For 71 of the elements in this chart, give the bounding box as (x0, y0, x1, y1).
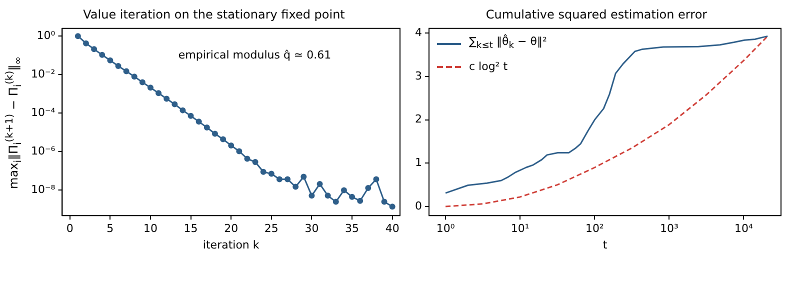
point (123, 68, 130, 74)
point (357, 198, 364, 204)
point (349, 194, 356, 200)
point (373, 176, 380, 182)
legend-label: ∑$_{k≤t}$ ‖θ̂$_{k}$ − θ‖² (468, 34, 547, 54)
x-tick-label: 25 (264, 222, 278, 236)
point (172, 101, 178, 108)
x-tick-label: 10⁰ (436, 222, 456, 236)
point (99, 52, 106, 58)
y-tick-label: 10⁻⁶ (30, 144, 56, 158)
point (180, 107, 186, 114)
annotation: empirical modulus q̂ ≃ 0.61 (178, 48, 332, 62)
point (228, 142, 234, 148)
point (115, 62, 122, 69)
point (292, 184, 299, 190)
y-tick-label: 10⁰ (36, 28, 56, 42)
chart-title: Cumulative squared estimation error (486, 7, 708, 22)
point (252, 159, 258, 166)
x-tick-label: 15 (184, 222, 198, 236)
point (268, 170, 274, 177)
y-tick-label: 4 (415, 26, 422, 40)
x-tick-label: 10³ (660, 222, 678, 236)
y-tick-label: 10⁻⁴ (30, 106, 56, 119)
point (365, 185, 372, 191)
x-tick-label: 0 (66, 222, 74, 236)
point (91, 46, 98, 52)
point (316, 180, 323, 187)
point (389, 204, 396, 210)
chart-title: Value iteration on the stationary fixed point (83, 7, 346, 22)
point (300, 174, 307, 180)
point (131, 74, 138, 80)
x-tick-label: 5 (106, 222, 114, 236)
point (204, 124, 210, 130)
y-tick-label: 2 (415, 112, 422, 126)
x-tick-label: 10 (143, 222, 158, 236)
point (212, 130, 218, 137)
point (332, 198, 339, 205)
y-tick-label: 10⁻² (30, 67, 56, 80)
x-tick-label: 30 (304, 222, 319, 236)
point (156, 90, 162, 96)
point (324, 192, 331, 199)
point (308, 192, 315, 199)
x-tick-label: 10⁴ (734, 222, 754, 236)
point (236, 148, 242, 154)
point (196, 118, 202, 125)
x-axis-title: t (602, 238, 608, 252)
point (244, 156, 250, 162)
point (284, 176, 291, 182)
point (74, 33, 81, 40)
point (260, 168, 266, 175)
point (220, 136, 226, 142)
y-tick-label: 10⁻⁸ (30, 183, 56, 196)
x-axis-title: iteration k (202, 238, 260, 252)
x-tick-label: 35 (345, 222, 360, 236)
legend-label: c log² t (468, 58, 508, 75)
x-tick-label: 10² (585, 222, 604, 236)
x-tick-label: 40 (385, 222, 400, 236)
y-tick-label: 0 (415, 199, 422, 212)
y-tick-label: 1 (415, 156, 422, 170)
point (82, 40, 89, 46)
x-tick-label: 10¹ (510, 222, 530, 236)
point (340, 187, 347, 194)
point (164, 96, 170, 102)
point (188, 112, 194, 119)
point (276, 176, 282, 182)
point (381, 198, 388, 205)
point (139, 79, 146, 86)
y-tick-label: 3 (415, 69, 422, 82)
point (107, 57, 114, 64)
x-tick-label: 20 (224, 222, 238, 236)
point (147, 84, 154, 91)
